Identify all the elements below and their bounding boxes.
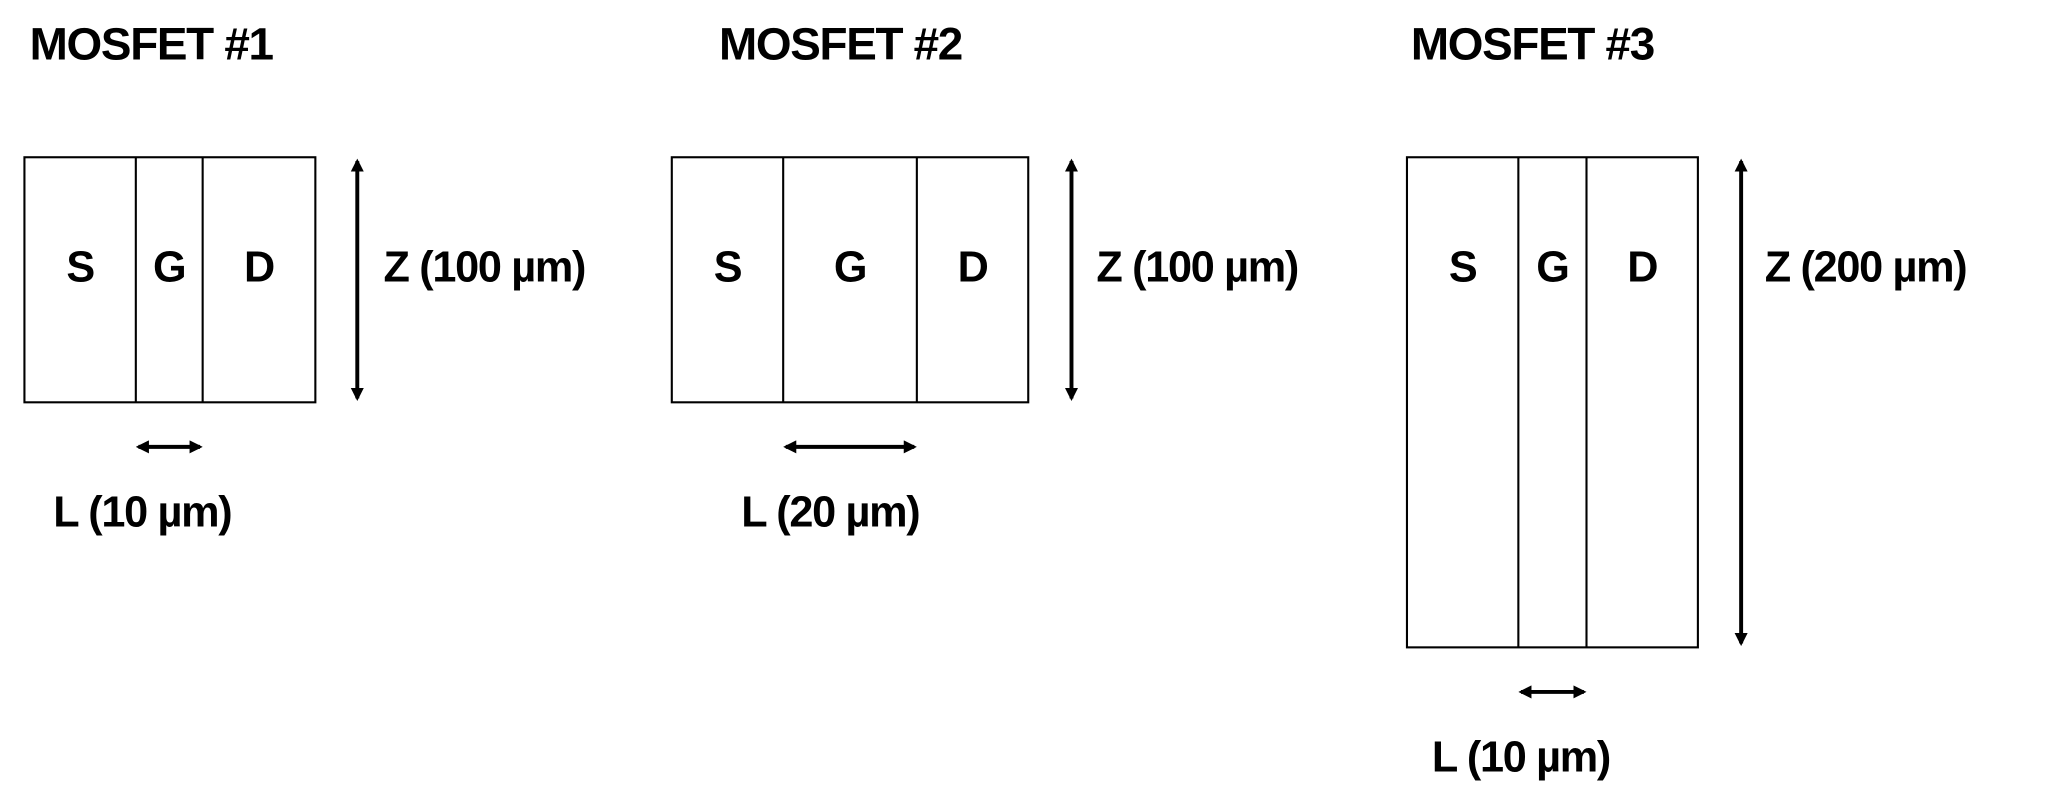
device-title: MOSFET #3 [1411, 17, 1654, 69]
length-label: L (20 µm) [741, 488, 919, 536]
device-outline [670, 156, 1030, 404]
length-label: L (10 µm) [1432, 733, 1610, 781]
device-outline [1405, 156, 1699, 649]
drain-label: D [1627, 243, 1657, 291]
source-label: S [714, 243, 742, 291]
device-title: MOSFET #1 [30, 17, 274, 69]
drain-label: D [244, 243, 274, 291]
gate-label: G [1536, 243, 1568, 291]
width-label: Z (100 µm) [383, 243, 585, 291]
length-label: L (10 µm) [53, 488, 231, 536]
drain-label: D [958, 243, 988, 291]
source-label: S [66, 243, 94, 291]
width-label: Z (100 µm) [1096, 243, 1298, 291]
width-label: Z (200 µm) [1765, 243, 1967, 291]
device-outline [23, 156, 317, 404]
gate-label: G [153, 243, 185, 291]
gate-label: G [834, 243, 866, 291]
source-label: S [1449, 243, 1477, 291]
device-title: MOSFET #2 [719, 17, 962, 69]
